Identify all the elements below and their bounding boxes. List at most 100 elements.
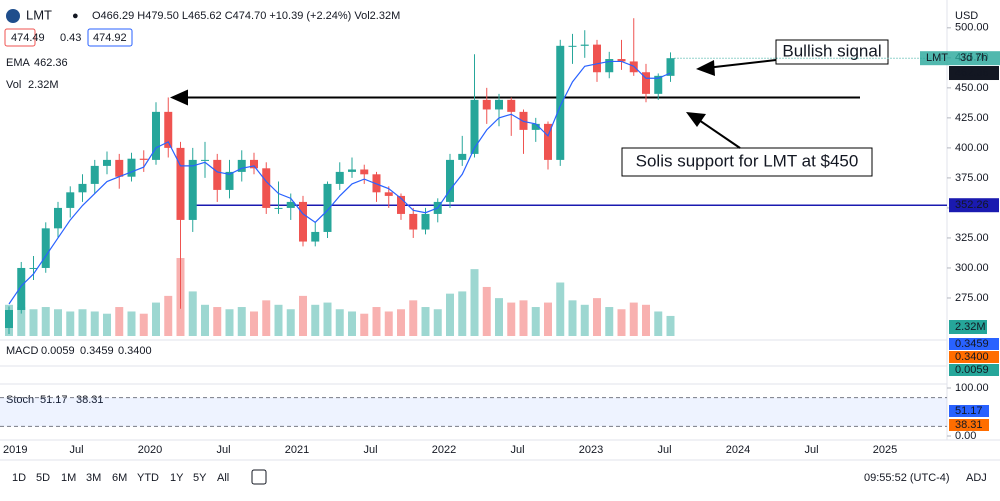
volume-bar [519,300,528,336]
volume-bar [29,309,38,336]
candle-body [666,58,675,76]
macd-hist: 0.0059 [41,345,75,357]
y-tick-label: 275.00 [955,292,989,304]
range-button[interactable]: 3M [86,472,101,484]
volume-bar [323,302,332,336]
range-button[interactable]: 6M [112,472,127,484]
candle-body [5,309,13,328]
macd-signal: 0.3400 [118,345,152,357]
volume-bar [446,293,454,336]
volume-bar [311,304,320,336]
volume-axis-label: 2.32M [955,321,986,333]
volume-bar [593,298,601,336]
stoch-axis-label: 38.31 [955,419,983,431]
candle-body [78,183,87,193]
volume-bar [482,286,491,336]
volume-bar [531,307,540,336]
volume-bar [17,307,26,336]
volume-bar [495,298,503,336]
y-tick-label: 325.00 [955,232,989,244]
macd-axis-label: 0.3400 [955,351,989,363]
volume-bar [433,309,442,336]
fav-icon[interactable]: ● [72,10,79,22]
ema-label-bg [949,66,999,81]
x-tick-label: 2024 [726,444,750,456]
bid: 474.49 [11,32,45,44]
range-button[interactable]: 1M [61,472,76,484]
volume-bar [164,295,173,336]
date-range-icon[interactable] [251,469,267,485]
candle-body [188,159,197,220]
stoch-d: 38.31 [76,394,104,406]
candle-body [384,192,393,196]
volume-bar [458,291,467,336]
range-button[interactable]: 5Y [193,472,207,484]
y-tick-label: 100.00 [955,382,989,394]
macd-label-bg [949,338,999,350]
candle-body [348,169,356,172]
candle-body [531,123,540,130]
volume-bar [286,309,295,336]
volume-bar [115,307,124,336]
candle-body [54,207,62,229]
annotation: Bullish signal [782,41,881,60]
arrowhead [686,112,706,127]
candle-body [495,99,503,110]
candle-body [421,213,430,230]
candle-body [286,201,295,208]
stoch-k: 51.17 [40,394,68,406]
adj[interactable]: ADJ [966,472,987,484]
y-tick-label: 375.00 [955,172,989,184]
arrow [695,117,741,149]
volume-bar [629,302,638,336]
stoch-axis-label: 51.17 [955,405,983,417]
candle-body [409,213,418,230]
candle-body [360,169,369,175]
ema-value: 462.36 [34,57,68,69]
stoch-label-bg [949,405,989,417]
range-button[interactable]: 5D [36,472,50,484]
volume-bar [360,313,369,336]
candle-body [507,99,516,112]
ask-box[interactable] [87,28,133,47]
x-tick-label: 2021 [285,444,309,456]
candle-body [103,159,111,166]
candle-body [17,267,26,310]
candle-body [593,44,601,73]
volume-bar [213,307,222,336]
y-tick-label: 400.00 [955,142,989,154]
volume-bar [41,307,50,336]
clock[interactable]: 09:55:52 (UTC-4) [864,472,950,484]
volume-bar [103,313,111,336]
candle-body [176,147,185,220]
candle-body [152,111,160,160]
candle-body [580,44,589,46]
volume-bar [348,311,356,336]
range-button[interactable]: All [217,472,229,484]
volume-bar [274,304,283,336]
range-button[interactable]: YTD [137,472,159,484]
vol-value: 2.32M [28,79,59,91]
vol-name: Vol [6,79,21,91]
volume-bar [568,300,577,336]
price-label-symbol: LMT [926,52,948,64]
annotation-box [775,39,889,65]
volume-bar [127,311,136,336]
ask: 474.92 [93,32,127,44]
ohlc: O466.29 H479.50 L465.62 C474.70 +10.39 (… [92,10,400,22]
level-arrowhead [170,89,188,106]
level-label: 352.26 [955,199,989,211]
y-tick-label: 450.00 [955,82,989,94]
volume-bar [580,304,589,336]
range-button[interactable]: 1D [12,472,26,484]
price-label-bg [920,51,1000,66]
currency[interactable]: USD [955,10,978,22]
arrowhead [696,60,715,76]
range-button[interactable]: 1Y [170,472,184,484]
bid-box[interactable] [4,28,36,47]
volume-bar [617,309,626,336]
candle-body [311,231,320,242]
candle-body [605,59,614,73]
candle-body [470,99,479,154]
